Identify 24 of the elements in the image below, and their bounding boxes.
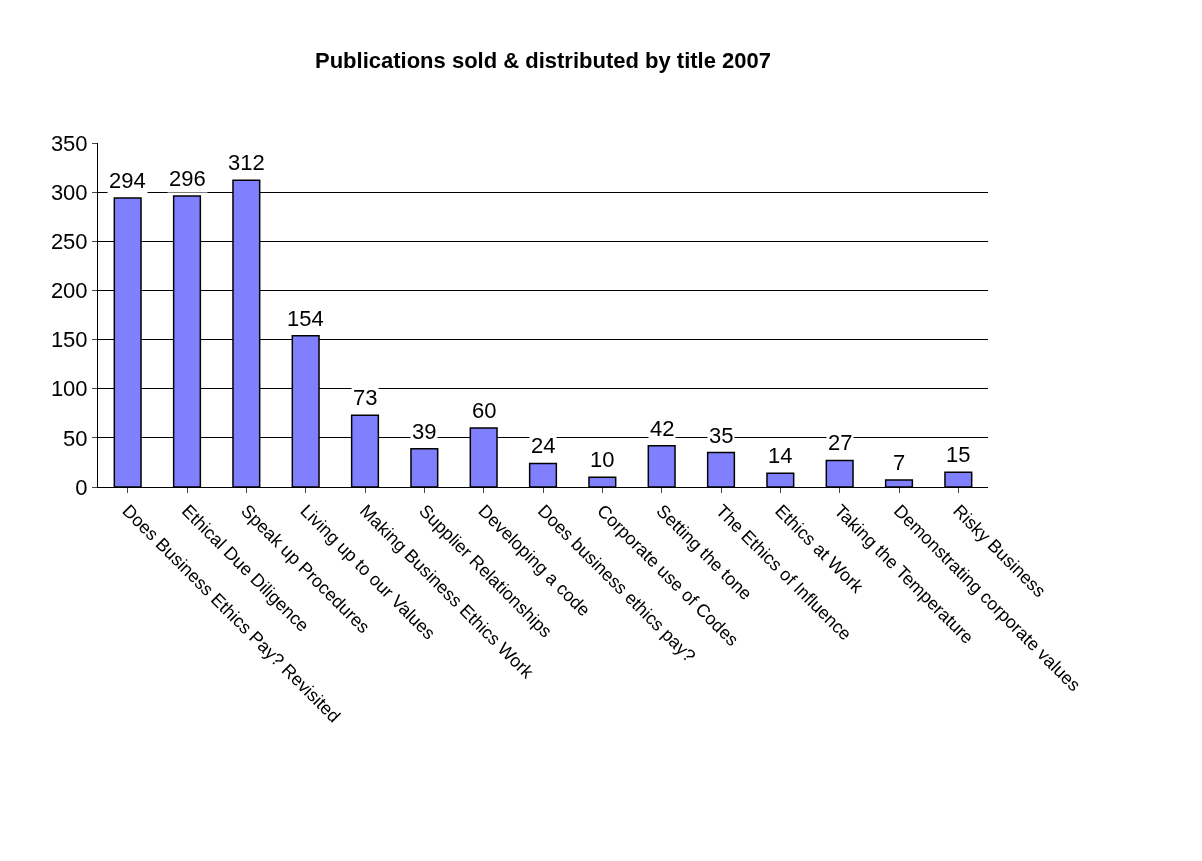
data-label: 294 [109, 168, 146, 193]
data-label: 312 [228, 150, 265, 175]
data-label: 10 [590, 447, 615, 472]
y-tick-label: 100 [50, 376, 88, 402]
data-label: 42 [650, 416, 675, 441]
data-label: 296 [169, 166, 206, 191]
data-label: 24 [531, 433, 556, 458]
y-tick-label: 200 [50, 278, 88, 304]
data-label: 154 [287, 306, 324, 331]
data-label: 35 [709, 423, 734, 448]
data-label: 7 [893, 450, 906, 475]
chart-title: Publications sold & distributed by title 2007 [315, 47, 771, 73]
y-tick-label: 150 [50, 327, 88, 353]
y-tick-label: 0 [75, 474, 88, 500]
y-tick-label: 300 [50, 179, 88, 205]
data-label: 73 [353, 385, 378, 410]
data-label: 39 [412, 419, 437, 444]
y-tick-label: 250 [50, 228, 88, 254]
data-label: 14 [768, 443, 793, 468]
y-tick-label: 350 [50, 130, 88, 156]
y-tick-label: 50 [63, 425, 88, 451]
data-label: 15 [946, 442, 971, 467]
data-label: 27 [828, 430, 853, 455]
data-label: 60 [472, 398, 497, 423]
